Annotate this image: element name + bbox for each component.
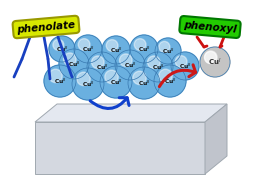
Circle shape	[87, 52, 117, 82]
Text: Cu$^{II}$: Cu$^{II}$	[152, 62, 164, 72]
Circle shape	[159, 69, 172, 83]
Circle shape	[44, 65, 76, 97]
Circle shape	[100, 66, 132, 98]
Polygon shape	[35, 122, 205, 174]
Circle shape	[200, 47, 230, 77]
Text: Cu$^{II}$: Cu$^{II}$	[54, 76, 67, 86]
Text: Cu$^{II}$: Cu$^{II}$	[96, 62, 108, 72]
Circle shape	[78, 39, 90, 50]
Text: Cu$^{II}$: Cu$^{II}$	[82, 79, 94, 89]
Text: Cu$^{II}$: Cu$^{II}$	[110, 77, 122, 87]
Text: Cu$^{II}$: Cu$^{II}$	[68, 59, 80, 69]
Text: Cu$^{II}$: Cu$^{II}$	[82, 44, 94, 54]
Circle shape	[143, 52, 173, 82]
Text: Cu$^{II}$: Cu$^{II}$	[179, 61, 191, 71]
Circle shape	[134, 39, 146, 50]
Polygon shape	[205, 104, 227, 174]
Text: Cu$^{II}$: Cu$^{II}$	[138, 78, 150, 88]
Circle shape	[106, 40, 118, 51]
Circle shape	[105, 70, 118, 84]
Text: Cu$^{II}$: Cu$^{II}$	[164, 76, 176, 86]
Circle shape	[133, 71, 146, 85]
Circle shape	[128, 67, 160, 99]
Circle shape	[59, 49, 89, 79]
Circle shape	[159, 41, 170, 52]
Circle shape	[130, 35, 158, 63]
Text: Cu$^{II}$: Cu$^{II}$	[123, 60, 137, 70]
Circle shape	[205, 51, 217, 64]
Circle shape	[74, 35, 102, 63]
Text: Cu$^{II}$: Cu$^{II}$	[162, 46, 174, 56]
Circle shape	[155, 38, 181, 64]
Polygon shape	[35, 104, 227, 122]
Circle shape	[147, 56, 160, 68]
Text: Cu$^{II}$: Cu$^{II}$	[56, 44, 68, 54]
Circle shape	[49, 36, 75, 62]
Text: phenoxyl: phenoxyl	[183, 20, 237, 34]
Circle shape	[171, 52, 199, 80]
Circle shape	[175, 56, 187, 67]
Text: Cu$^{II}$: Cu$^{II}$	[110, 45, 122, 55]
Circle shape	[115, 50, 145, 80]
Circle shape	[120, 54, 132, 67]
Circle shape	[72, 68, 104, 100]
Circle shape	[63, 53, 76, 66]
Circle shape	[92, 56, 104, 68]
Text: phenolate: phenolate	[16, 19, 76, 35]
Circle shape	[205, 51, 217, 64]
Text: Cu$^{II}$: Cu$^{II}$	[138, 44, 150, 54]
Circle shape	[77, 72, 90, 86]
Circle shape	[49, 69, 62, 83]
Circle shape	[154, 65, 186, 97]
Text: Cu$^{I}$: Cu$^{I}$	[208, 56, 222, 68]
Circle shape	[53, 39, 64, 50]
Circle shape	[102, 36, 130, 64]
